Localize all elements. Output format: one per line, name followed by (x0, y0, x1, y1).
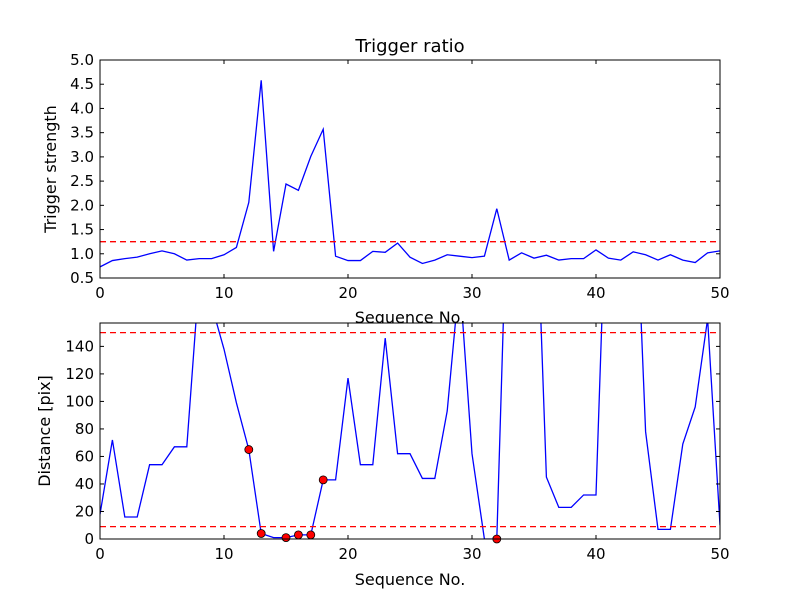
plot-area-top (100, 60, 720, 278)
marker-point-2 (281, 533, 291, 543)
distance-chart: Sequence No. Distance [pix] 0 10 20 30 40 50 0… (35, 322, 730, 589)
y-tick-label-0-9: 5.0 (70, 51, 94, 69)
axes-frame-0 (99, 59, 721, 279)
y-tick-label-0-7: 4.0 (70, 99, 94, 117)
series-line-1-0 (100, 323, 720, 539)
x-axis-label-bottom: Sequence No. (355, 570, 466, 589)
y-axis-label-bottom: Distance [pix] (35, 375, 54, 487)
plot-area-bottom (100, 323, 720, 539)
marker-point-3 (293, 530, 303, 540)
y-tick-label-0-4: 2.5 (70, 172, 94, 190)
y-axis-label-top: Trigger strength (41, 105, 60, 234)
series-line-0-0 (100, 80, 720, 268)
x-tick-label-0-3: 30 (462, 284, 481, 302)
y-tick-label-0-2: 1.5 (70, 221, 94, 239)
y-tick-label-0-5: 3.0 (70, 148, 94, 166)
marker-point-1 (256, 529, 266, 538)
x-tick-label-0-4: 40 (586, 284, 605, 302)
marker-point-5 (318, 475, 328, 485)
y-tick-label-1-0: 0 (84, 530, 94, 548)
y-tick-label-1-5: 100 (65, 392, 94, 410)
y-tick-label-1-6: 120 (65, 365, 94, 383)
x-tick-label-0-0: 0 (95, 284, 105, 302)
y-tick-label-1-3: 60 (75, 447, 94, 465)
x-tick-label-0-2: 20 (338, 284, 357, 302)
x-tick-label-1-3: 30 (462, 545, 481, 563)
x-tick-label-1-0: 0 (95, 545, 105, 563)
y-tick-label-0-1: 1.0 (70, 245, 94, 263)
y-tick-label-0-6: 3.5 (70, 124, 94, 142)
x-tick-label-0-1: 10 (214, 284, 233, 302)
x-tick-label-0-5: 50 (710, 284, 729, 302)
axes-frame-1 (99, 322, 721, 540)
x-axis-label-top: Sequence No. (355, 308, 466, 327)
y-tick-label-1-4: 80 (75, 420, 94, 438)
marker-point-4 (306, 530, 316, 540)
marker-point-0 (244, 445, 254, 454)
y-tick-label-0-8: 4.5 (70, 75, 94, 93)
y-tick-label-1-2: 40 (75, 475, 94, 493)
trigger-ratio-chart: Trigger ratio Sequence No. Trigger stren… (41, 36, 730, 327)
x-tick-label-1-1: 10 (214, 545, 233, 563)
x-tick-label-1-5: 50 (710, 545, 729, 563)
x-tick-label-1-4: 40 (586, 545, 605, 563)
chart-title: Trigger ratio (354, 36, 464, 57)
y-tick-label-0-0: 0.5 (70, 269, 94, 287)
x-tick-label-1-2: 20 (338, 545, 357, 563)
y-tick-label-1-7: 140 (65, 337, 94, 355)
y-tick-label-1-1: 20 (75, 502, 94, 520)
y-tick-label-0-3: 2.0 (70, 196, 94, 214)
